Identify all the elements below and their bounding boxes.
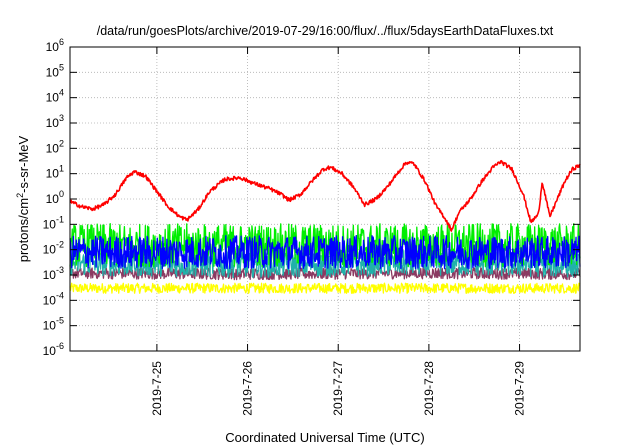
y-tick-label: 10-4 [43,290,64,307]
y-axis-label: protons/cm2-s-sr-MeV [15,135,31,262]
x-axis-label: Coordinated Universal Time (UTC) [225,430,424,445]
x-tick-label: 2019-7-29 [513,361,527,416]
y-tick-label: 105 [46,62,64,79]
series-line-6 [69,159,581,232]
series-line-1 [69,282,581,294]
y-tick-label: 100 [46,189,64,206]
y-tick-label: 103 [46,113,64,130]
series-line-5 [69,235,581,270]
x-tick-label: 2019-7-28 [422,361,436,416]
y-tick-label: 101 [46,164,64,181]
y-tick-label: 106 [46,37,64,54]
chart-title: /data/run/goesPlots/archive/2019-07-29/1… [97,24,554,38]
x-tick-label: 2019-7-25 [150,361,164,416]
plot-area: 10-6 10-5 10-4 10-3 10-2 10-1 100 101 102 103 104 1… [15,37,581,445]
x-tick-label: 2019-7-26 [241,361,255,416]
y-tick-label: 10-1 [43,214,64,231]
x-tick-label: 2019-7-27 [331,361,345,416]
y-tick-label: 10-6 [43,341,64,358]
y-tick-label: 10-2 [43,240,64,257]
y-tick-label: 10-5 [43,316,64,333]
y-tick-label: 104 [46,88,64,105]
y-tick-label: 102 [46,138,64,155]
y-tick-label: 10-3 [43,265,64,282]
